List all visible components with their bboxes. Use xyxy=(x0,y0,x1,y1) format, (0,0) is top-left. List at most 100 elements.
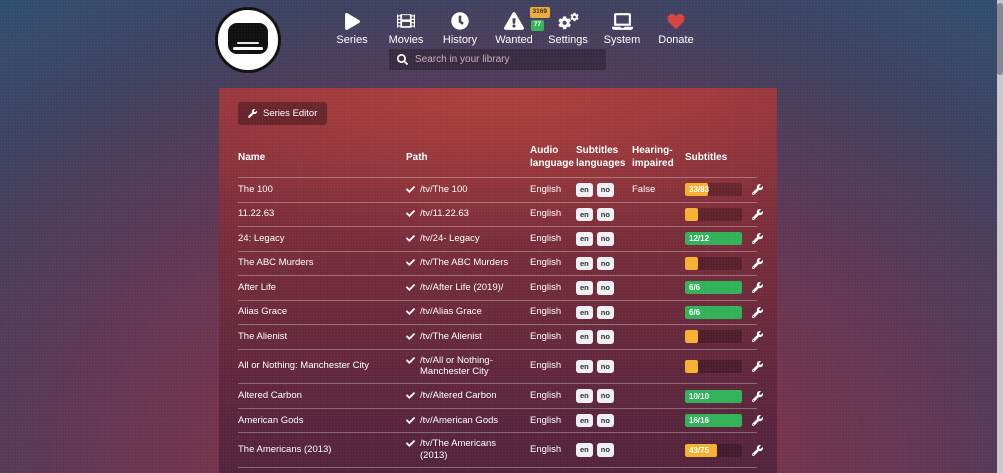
gears-icon xyxy=(541,9,595,30)
series-path-cell: /tv/The ABC Murders xyxy=(406,252,530,274)
table-row: American Gods /tv/American Gods English … xyxy=(238,407,763,433)
table-row: The ABC Murders /tv/The ABC Murders Engl… xyxy=(238,250,763,276)
language-badge: en xyxy=(576,443,593,457)
language-badge: no xyxy=(596,413,614,428)
warning-triangle-icon xyxy=(487,9,541,30)
edit-series-button[interactable] xyxy=(752,444,763,456)
nav-item-wanted[interactable]: 3169 77 Wanted xyxy=(487,7,550,46)
language-badge: en xyxy=(576,207,593,221)
column-header-name: Name xyxy=(238,151,266,163)
check-icon xyxy=(406,440,415,448)
series-editor-button[interactable]: Series Editor xyxy=(238,102,328,125)
table-row: 24: Legacy /tv/24- Legacy English en no 1… xyxy=(238,226,763,251)
column-header-audio-language: Audio language xyxy=(530,145,574,169)
subtitles-progress-fill xyxy=(685,330,698,344)
subtitles-progress-bar: 6/6 xyxy=(685,281,742,295)
edit-series-button[interactable] xyxy=(752,208,763,220)
series-name: The Americans (2013) xyxy=(238,444,332,456)
series-name: Altered Carbon xyxy=(238,390,302,402)
subtitles-progress-fill xyxy=(685,389,742,403)
bazarr-logo[interactable] xyxy=(215,7,281,73)
nav-label: Wanted xyxy=(495,34,533,46)
nav-item-history[interactable]: History xyxy=(433,9,487,46)
series-path: /tv/The 100 xyxy=(420,183,468,195)
subtitles-progress-fill xyxy=(685,183,708,197)
table-row: The 100 /tv/The 100 English en no False 3… xyxy=(238,177,763,202)
series-editor-panel: Series Editor Name Path Audio language S… xyxy=(219,88,777,473)
film-icon xyxy=(379,9,433,30)
hearing-impaired xyxy=(632,361,685,371)
edit-series-button[interactable] xyxy=(752,184,763,196)
subtitles-progress-bar: 33/83 xyxy=(685,183,742,197)
top-nav: Series Movies History 3169 77 Wanted xyxy=(325,7,703,46)
hearing-impaired: False xyxy=(632,183,656,195)
edit-series-button[interactable] xyxy=(752,390,763,402)
nav-item-system[interactable]: System xyxy=(595,9,649,46)
hearing-impaired xyxy=(632,283,685,293)
clock-icon xyxy=(433,9,487,30)
nav-item-series[interactable]: Series xyxy=(325,9,379,46)
series-table-body: The 100 /tv/The 100 English en no False 3… xyxy=(238,177,763,473)
audio-language: English xyxy=(530,360,562,372)
subtitles-progress-bar: 43/75 xyxy=(685,443,742,457)
language-badge: en xyxy=(576,281,593,295)
subtitles-progress-bar: 16/16 xyxy=(685,414,742,427)
series-name: Another Life (2019) xyxy=(238,469,406,473)
wrench-icon xyxy=(752,184,763,196)
subtitles-progress-fill xyxy=(685,232,742,246)
audio-language: English xyxy=(530,330,562,342)
series-path: /tv/Altered Carbon xyxy=(420,390,497,402)
scrollbar-thumb[interactable] xyxy=(997,3,1003,75)
hearing-impaired xyxy=(632,416,685,426)
series-name: American Gods xyxy=(238,414,304,426)
series-path-cell: /tv/11.22.63 xyxy=(406,203,530,225)
subtitles-progress-bar: 10/10 xyxy=(685,389,742,403)
heart-icon xyxy=(649,9,703,30)
series-path: /tv/The Americans (2013) xyxy=(420,438,497,462)
library-search xyxy=(389,49,606,70)
edit-series-button[interactable] xyxy=(752,360,763,372)
wrench-icon xyxy=(752,331,763,343)
column-header-path: Path xyxy=(406,151,428,163)
series-path: /tv/11.22.63 xyxy=(420,208,469,220)
audio-language: English xyxy=(530,444,562,456)
wanted-episodes-badge: 3169 xyxy=(529,7,550,18)
hearing-impaired xyxy=(632,332,685,342)
edit-series-button[interactable] xyxy=(752,282,763,294)
wrench-icon xyxy=(248,109,257,118)
scrollbar-track[interactable] xyxy=(997,0,1003,473)
subtitles-progress-fill xyxy=(685,443,718,457)
edit-series-button[interactable] xyxy=(752,233,763,245)
edit-series-button[interactable] xyxy=(752,306,763,318)
nav-label: History xyxy=(442,34,478,46)
audio-language: English xyxy=(530,414,562,426)
nav-item-donate[interactable]: Donate xyxy=(649,9,703,46)
check-icon xyxy=(406,416,415,424)
series-path-cell: /tv/All or Nothing- Manchester City xyxy=(406,350,530,384)
language-badge: no xyxy=(596,232,614,246)
search-input[interactable] xyxy=(415,54,598,65)
series-path-cell: /tv/After Life (2019)/ xyxy=(406,277,530,299)
check-icon xyxy=(406,210,415,218)
subtitles-progress-fill xyxy=(685,359,698,373)
language-badge: en xyxy=(576,389,593,403)
language-badge: no xyxy=(596,443,614,457)
language-badge: en xyxy=(576,232,593,246)
edit-series-button[interactable] xyxy=(752,257,763,269)
series-name: The 100 xyxy=(238,183,273,195)
nav-item-movies[interactable]: Movies xyxy=(379,9,433,46)
series-path-cell: /tv/Another Life (2019) xyxy=(406,469,530,473)
language-badge: no xyxy=(596,281,614,295)
edit-series-button[interactable] xyxy=(752,331,763,343)
nav-label: Settings xyxy=(548,34,588,46)
nav-item-settings[interactable]: Settings xyxy=(541,9,595,46)
edit-series-button[interactable] xyxy=(752,415,763,426)
hearing-impaired xyxy=(632,391,685,401)
subtitles-progress-bar xyxy=(685,207,742,221)
